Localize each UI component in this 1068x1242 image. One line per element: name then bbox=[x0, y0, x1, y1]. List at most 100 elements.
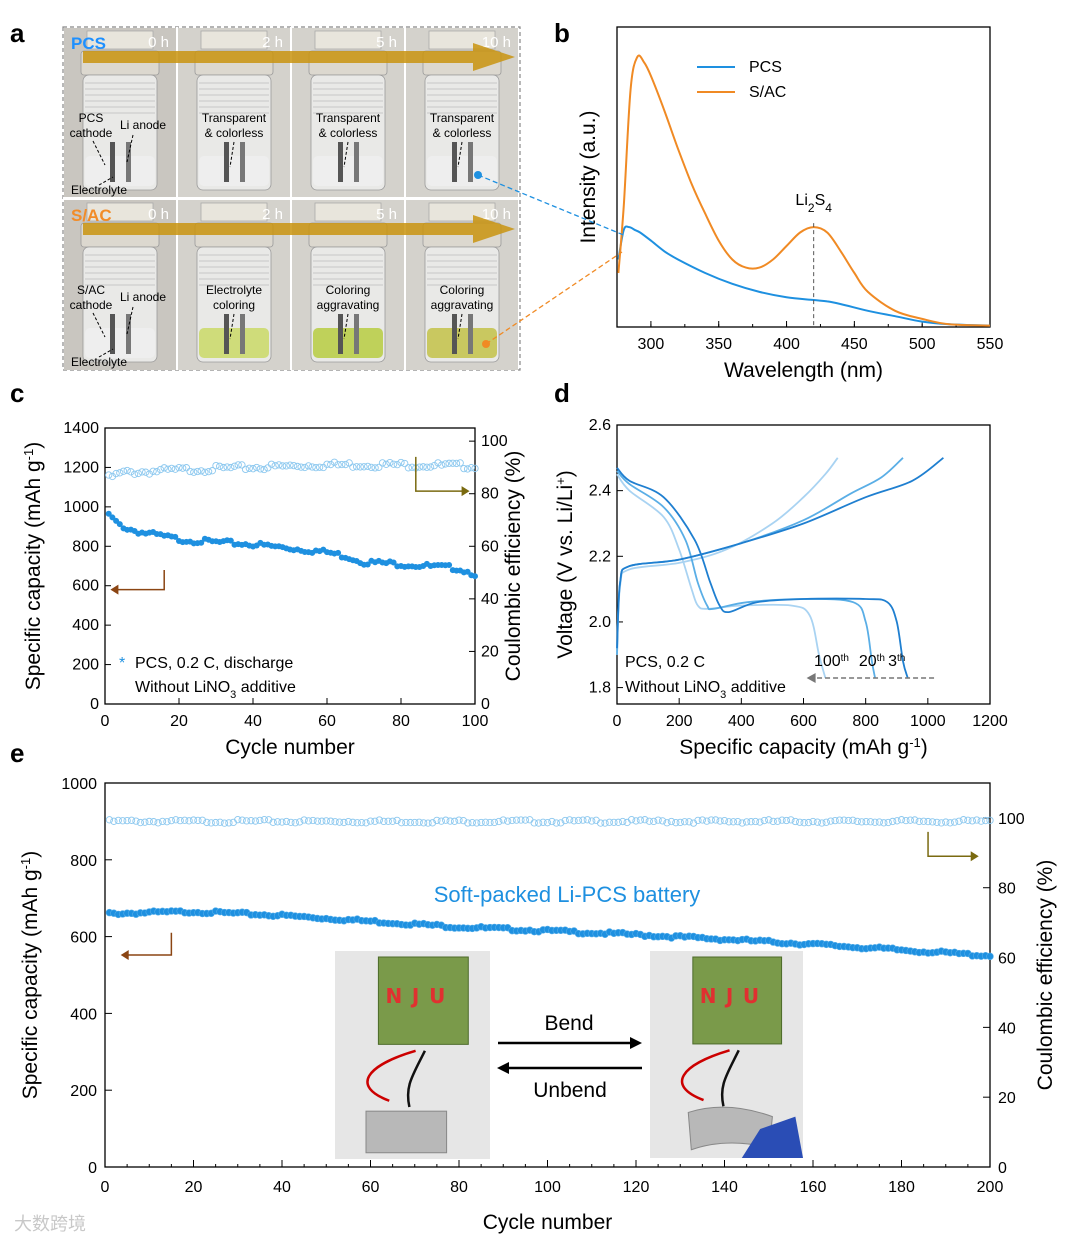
cell-cap-icon bbox=[428, 30, 496, 50]
electrode-icon bbox=[354, 314, 359, 354]
y-tick-label: 2.4 bbox=[589, 483, 611, 500]
ce-point bbox=[216, 818, 224, 826]
ce-point bbox=[804, 818, 813, 827]
ce-point bbox=[176, 816, 184, 825]
caption-electrolyte: Electrolyte bbox=[71, 183, 127, 197]
ce-point bbox=[720, 816, 729, 825]
led-letter-icon: N bbox=[386, 984, 403, 1008]
cell-cap-icon bbox=[86, 202, 154, 222]
ce-point bbox=[247, 817, 255, 825]
ce-point bbox=[419, 463, 427, 471]
pointer-arrow bbox=[343, 141, 349, 168]
panel-label-a: a bbox=[10, 18, 25, 48]
ce-point bbox=[301, 463, 309, 472]
capacity-point bbox=[986, 952, 994, 961]
ce-point bbox=[357, 818, 366, 827]
ce-point bbox=[344, 817, 353, 826]
ce-point bbox=[773, 817, 782, 825]
ce-point bbox=[610, 818, 618, 826]
ce-point bbox=[251, 817, 260, 825]
ce-point bbox=[388, 817, 397, 825]
ce-point bbox=[769, 817, 777, 826]
charge-curve-100th bbox=[616, 457, 839, 655]
axis-arrow-right-icon bbox=[415, 456, 468, 492]
ce-point bbox=[207, 819, 215, 827]
ce-point bbox=[273, 818, 282, 826]
ce-point bbox=[853, 817, 861, 826]
ce-point bbox=[423, 463, 431, 471]
ce-point bbox=[437, 817, 445, 825]
ce-point bbox=[703, 817, 711, 825]
ce-point bbox=[105, 471, 113, 479]
ce-point bbox=[973, 816, 981, 824]
ce-point bbox=[800, 819, 808, 827]
ce-point bbox=[308, 463, 316, 471]
x-tick-label: 800 bbox=[852, 713, 879, 730]
ce-point bbox=[950, 818, 959, 826]
ce-point bbox=[441, 460, 450, 468]
led-letter-icon: N bbox=[700, 984, 717, 1008]
pouch-cell-icon bbox=[365, 1110, 448, 1154]
plot-frame bbox=[104, 427, 476, 705]
ce-point bbox=[119, 467, 128, 475]
arrowhead bbox=[806, 673, 816, 683]
ce-point bbox=[468, 819, 476, 827]
caption-line: coloring bbox=[213, 298, 255, 312]
ce-point bbox=[119, 817, 127, 825]
x-tick-label: 20 bbox=[170, 713, 188, 730]
ce-point bbox=[362, 819, 370, 827]
x-tick-label: 200 bbox=[666, 713, 693, 730]
x-tick-label: 1200 bbox=[972, 713, 1008, 730]
ce-point bbox=[831, 816, 839, 825]
y-tick-label: 2.6 bbox=[589, 417, 611, 434]
ce-point bbox=[658, 817, 667, 825]
ce-point bbox=[130, 470, 139, 478]
legend-label: PCS, 0.2 C bbox=[625, 654, 705, 671]
link-arrow-sac bbox=[485, 251, 623, 345]
ce-point bbox=[287, 818, 295, 827]
sample-tag: PCS bbox=[71, 34, 106, 53]
ce-point bbox=[672, 819, 680, 827]
capacity-point bbox=[472, 573, 478, 580]
black-wire-icon bbox=[406, 1050, 427, 1108]
ce-point bbox=[179, 464, 187, 472]
ce-point bbox=[201, 468, 209, 476]
ce-point bbox=[156, 465, 165, 474]
electrolyte-fill bbox=[199, 328, 269, 358]
ce-point bbox=[583, 816, 591, 824]
ce-point bbox=[636, 816, 645, 824]
ce-point bbox=[267, 460, 276, 468]
ce-point bbox=[264, 464, 272, 472]
ce-point bbox=[238, 461, 246, 469]
ce-point bbox=[477, 818, 485, 827]
cell-cap-icon bbox=[200, 30, 268, 50]
ce-point bbox=[397, 458, 405, 467]
ce-point bbox=[278, 462, 287, 470]
ce-point bbox=[297, 463, 305, 471]
ce-point bbox=[138, 468, 146, 476]
ce-point bbox=[230, 462, 239, 470]
ce-point bbox=[397, 819, 406, 827]
ce-point bbox=[835, 816, 844, 824]
ce-point bbox=[349, 818, 357, 826]
ce-point bbox=[242, 817, 251, 825]
ce-point bbox=[349, 463, 357, 471]
electrode-icon bbox=[110, 142, 115, 182]
y-tick-label: 1200 bbox=[63, 459, 99, 476]
x-tick-label: 60 bbox=[362, 1179, 380, 1196]
x-tick-label: 80 bbox=[450, 1179, 468, 1196]
watermark: 大数跨境 bbox=[14, 1214, 86, 1235]
ce-point bbox=[862, 817, 870, 826]
ce-point bbox=[380, 817, 388, 826]
ce-point bbox=[371, 464, 379, 472]
ce-point bbox=[906, 816, 914, 824]
ce-point bbox=[318, 817, 326, 825]
time-label: 10 h bbox=[482, 206, 511, 223]
ce-point bbox=[282, 817, 291, 826]
y2-axis-label: Coulombic efficiency (%) bbox=[1034, 860, 1057, 1091]
y2-tick-label: 20 bbox=[998, 1090, 1016, 1107]
caption-line: Electrolyte bbox=[206, 283, 262, 297]
caption-line: Transparent bbox=[316, 111, 381, 125]
capacity-point bbox=[364, 561, 371, 568]
